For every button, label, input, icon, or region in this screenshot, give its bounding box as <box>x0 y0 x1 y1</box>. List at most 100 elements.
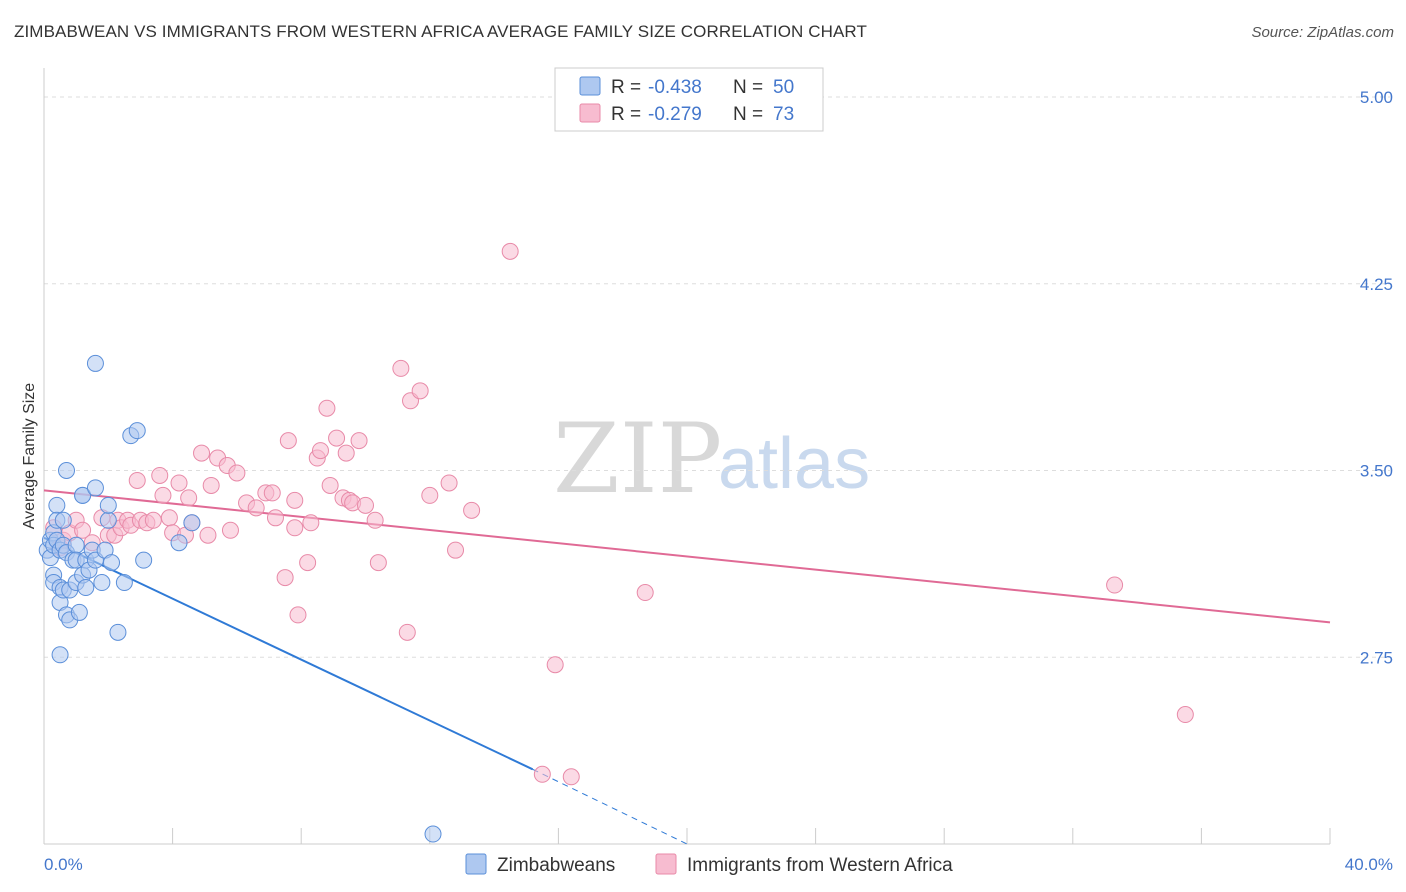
legend-r-label-1: R = <box>611 77 641 98</box>
point-zimbabweans <box>109 623 127 641</box>
point-zimbabweans <box>70 603 88 621</box>
point-immigrants <box>463 501 481 519</box>
point-immigrants <box>1106 576 1124 594</box>
y-tick-label: 4.25 <box>1360 275 1393 294</box>
trend-line-zimbabweans-extension <box>532 768 688 845</box>
point-immigrants <box>180 489 198 507</box>
point-zimbabweans <box>86 354 104 372</box>
point-immigrants <box>421 486 439 504</box>
x-tick-label: 0.0% <box>44 855 83 874</box>
watermark: ZIP atlas <box>553 403 870 515</box>
point-zimbabweans <box>77 579 95 597</box>
data-points <box>38 242 1194 843</box>
point-immigrants <box>279 432 297 450</box>
point-zimbabweans <box>183 514 201 532</box>
x-tick-label: 40.0% <box>1345 855 1393 874</box>
point-zimbabweans <box>58 462 76 479</box>
bottom-legend: Zimbabweans Immigrants from Western Afri… <box>465 853 953 876</box>
point-immigrants <box>154 486 172 504</box>
point-immigrants <box>74 521 92 539</box>
point-immigrants <box>328 429 346 447</box>
point-immigrants <box>128 471 146 489</box>
point-zimbabweans <box>99 511 117 529</box>
y-tick-label: 3.50 <box>1360 462 1393 481</box>
point-immigrants <box>199 526 217 544</box>
bottom-legend-label-2: Immigrants from Western Africa <box>687 855 953 876</box>
point-immigrants <box>228 464 246 482</box>
point-zimbabweans <box>128 422 146 440</box>
point-immigrants <box>546 656 564 674</box>
point-immigrants <box>350 432 368 450</box>
legend-n-value-1: 50 <box>773 77 794 98</box>
point-zimbabweans <box>93 574 111 592</box>
point-immigrants <box>636 584 654 602</box>
point-immigrants <box>398 623 416 641</box>
point-zimbabweans <box>54 511 72 529</box>
point-immigrants <box>299 554 317 572</box>
point-immigrants <box>202 476 220 494</box>
point-immigrants <box>286 519 304 537</box>
point-zimbabweans <box>170 534 188 552</box>
point-immigrants <box>276 569 294 587</box>
chart-title: ZIMBABWEAN VS IMMIGRANTS FROM WESTERN AF… <box>14 22 867 41</box>
point-immigrants <box>311 442 329 460</box>
point-zimbabweans <box>135 551 153 569</box>
point-immigrants <box>286 491 304 509</box>
legend-n-value-2: 73 <box>773 104 794 125</box>
point-zimbabweans <box>86 479 104 497</box>
legend-n-label-1: N = <box>733 77 763 98</box>
point-zimbabweans <box>99 496 117 514</box>
point-immigrants <box>289 606 307 624</box>
point-zimbabweans <box>103 554 121 572</box>
point-immigrants <box>411 382 429 400</box>
point-zimbabweans <box>424 825 442 843</box>
source-label: Source: ZipAtlas.com <box>1251 24 1394 41</box>
point-immigrants <box>366 511 384 529</box>
point-zimbabweans <box>48 496 66 514</box>
point-immigrants <box>160 509 178 527</box>
point-zimbabweans <box>74 486 92 504</box>
y-tick-label: 5.00 <box>1360 88 1393 107</box>
point-immigrants <box>562 768 580 786</box>
point-zimbabweans <box>115 574 133 592</box>
point-immigrants <box>193 444 211 462</box>
point-immigrants <box>447 541 465 559</box>
y-tick-labels: 2.75 3.50 4.25 5.00 <box>1360 88 1393 667</box>
point-immigrants <box>337 444 355 462</box>
point-immigrants <box>369 554 387 572</box>
legend-n-label-2: N = <box>733 104 763 125</box>
legend-r-value-1: -0.438 <box>648 77 702 98</box>
correlation-legend: R = -0.438 N = 50 R = -0.279 N = 73 <box>554 67 824 132</box>
point-immigrants <box>221 521 239 539</box>
legend-r-label-2: R = <box>611 104 641 125</box>
point-immigrants <box>501 242 519 260</box>
gridlines <box>44 96 1390 658</box>
watermark-zip: ZIP <box>553 403 722 515</box>
watermark-atlas: atlas <box>718 424 870 504</box>
point-immigrants <box>392 359 410 377</box>
x-tick-labels: 0.0% 40.0% <box>44 855 1393 874</box>
point-immigrants <box>247 499 265 517</box>
bottom-legend-label-1: Zimbabweans <box>497 855 615 876</box>
y-tick-label: 2.75 <box>1360 648 1393 667</box>
point-immigrants <box>266 509 284 527</box>
point-immigrants <box>170 474 188 492</box>
point-immigrants <box>151 466 169 484</box>
point-zimbabweans <box>51 646 69 664</box>
bottom-legend-swatch-pink <box>655 853 677 875</box>
trend-lines <box>43 489 1331 845</box>
point-zimbabweans <box>67 536 85 554</box>
point-immigrants <box>302 514 320 532</box>
point-immigrants <box>440 474 458 492</box>
point-immigrants <box>144 511 162 529</box>
point-immigrants <box>357 496 374 514</box>
point-immigrants <box>263 484 281 502</box>
bottom-legend-swatch-blue <box>465 853 487 875</box>
legend-swatch-blue <box>579 76 601 96</box>
y-axis-title: Average Family Size <box>21 383 38 530</box>
point-immigrants <box>1176 706 1194 724</box>
legend-swatch-pink <box>579 103 601 123</box>
point-immigrants <box>321 476 339 494</box>
point-immigrants <box>318 399 336 417</box>
